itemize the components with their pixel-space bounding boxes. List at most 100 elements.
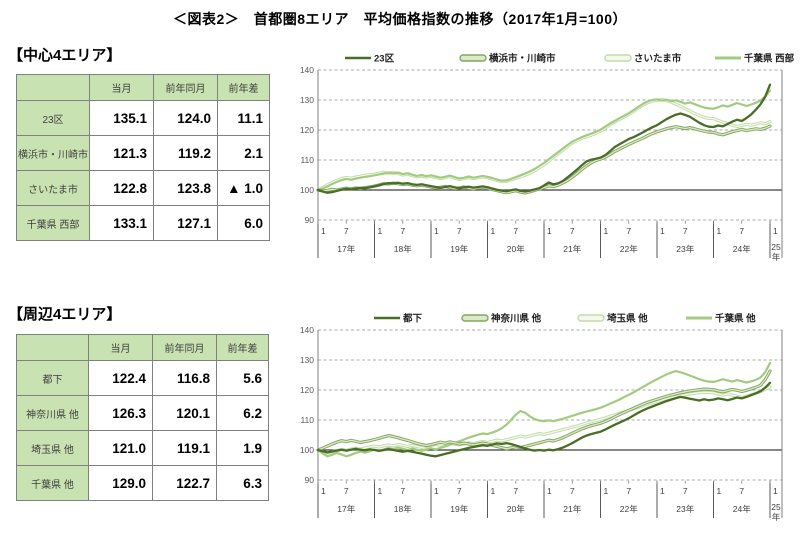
month-label: 7 xyxy=(457,226,462,236)
value-cell-diff: 11.1 xyxy=(217,100,270,136)
column-header: 当月 xyxy=(88,334,153,361)
y-axis-label: 140 xyxy=(300,325,314,335)
month-label: 7 xyxy=(344,486,349,496)
month-label: 7 xyxy=(400,486,405,496)
series-line-core-神奈川県 他 xyxy=(317,370,771,451)
year-label: 19年 xyxy=(450,504,468,514)
value-cell-diff: 6.2 xyxy=(216,395,269,431)
value-cell-current: 133.1 xyxy=(89,205,154,241)
table-row: さいたま市 122.8 123.8 ▲ 1.0 xyxy=(16,170,270,206)
final-year-label: 25 xyxy=(771,502,781,512)
value-cell-prev_year: 124.0 xyxy=(153,100,218,136)
value-cell-diff: 2.1 xyxy=(217,135,270,171)
y-axis-label: 130 xyxy=(300,95,314,105)
final-year-label: 年 xyxy=(772,512,781,522)
final-year-label: 25 xyxy=(771,242,781,252)
series-line-core-さいたま市 xyxy=(317,98,771,191)
month-label: 7 xyxy=(739,226,744,236)
value-cell-diff: 5.6 xyxy=(216,360,269,396)
value-cell-diff: ▲ 1.0 xyxy=(217,170,270,206)
y-axis-label: 100 xyxy=(300,445,314,455)
column-header: 前年差 xyxy=(216,334,269,361)
row-label: 23区 xyxy=(16,100,90,136)
month-label: 1 xyxy=(547,226,552,236)
month-label: 1 xyxy=(321,226,326,236)
legend-label: 23区 xyxy=(374,54,395,65)
year-label: 18年 xyxy=(394,244,412,254)
table-row: 横浜市・川崎市 121.3 119.2 2.1 xyxy=(16,135,270,171)
year-label: 22年 xyxy=(620,244,638,254)
month-label: 1 xyxy=(773,486,778,496)
legend-label: 千葉県 西部 xyxy=(744,53,795,65)
series-line-core-埼玉県 他 xyxy=(317,386,771,454)
y-axis-label: 110 xyxy=(300,155,314,165)
month-label: 7 xyxy=(513,226,518,236)
month-label: 7 xyxy=(344,226,349,236)
month-label: 1 xyxy=(378,486,383,496)
row-label: 横浜市・川崎市 xyxy=(16,135,90,171)
column-header: 前年同月 xyxy=(152,334,217,361)
central-area-table: 当月 前年同月 前年差 23区 135.1 124.0 11.1 横浜市・川崎市 121.3 1… xyxy=(16,74,270,241)
year-label: 21年 xyxy=(563,504,581,514)
value-cell-prev_year: 119.1 xyxy=(152,430,217,466)
year-label: 20年 xyxy=(507,244,525,254)
value-cell-diff: 6.0 xyxy=(217,205,270,241)
table-header-row: 当月 前年同月 前年差 xyxy=(16,334,269,361)
value-cell-prev_year: 127.1 xyxy=(153,205,218,241)
y-axis-label: 120 xyxy=(300,385,314,395)
y-axis-label: 90 xyxy=(305,475,315,485)
value-cell-diff: 6.3 xyxy=(216,465,269,501)
month-label: 1 xyxy=(660,226,665,236)
year-label: 21年 xyxy=(563,244,581,254)
year-label: 17年 xyxy=(337,504,355,514)
peripheral-area-table: 当月 前年同月 前年差 都下 122.4 116.8 5.6 神奈川県 他 126.3 120.… xyxy=(16,334,269,501)
year-label: 17年 xyxy=(337,244,355,254)
year-label: 24年 xyxy=(733,504,751,514)
table-row: 千葉県 西部 133.1 127.1 6.0 xyxy=(16,205,270,241)
value-cell-prev_year: 122.7 xyxy=(152,465,217,501)
month-label: 7 xyxy=(683,226,688,236)
month-label: 1 xyxy=(547,486,552,496)
value-cell-current: 121.3 xyxy=(89,135,154,171)
legend-label: 埼玉県 他 xyxy=(607,313,648,325)
month-label: 1 xyxy=(491,486,496,496)
legend-label: 都下 xyxy=(402,313,423,325)
value-cell-current: 122.4 xyxy=(88,360,153,396)
month-label: 1 xyxy=(660,486,665,496)
value-cell-current: 122.8 xyxy=(89,170,154,206)
figure-title: ＜図表2＞ 首都圏8エリア 平均価格指数の推移（2017年1月=100） xyxy=(172,11,628,27)
legend-swatch xyxy=(604,54,632,62)
month-label: 7 xyxy=(400,226,405,236)
table-row: 都下 122.4 116.8 5.6 xyxy=(16,360,269,396)
month-label: 1 xyxy=(717,226,722,236)
value-cell-prev_year: 120.1 xyxy=(152,395,217,431)
month-label: 1 xyxy=(378,226,383,236)
month-label: 1 xyxy=(773,226,778,236)
series-line-神奈川県 他 xyxy=(316,369,772,452)
year-label: 23年 xyxy=(676,504,694,514)
month-label: 1 xyxy=(434,226,439,236)
corner-cell xyxy=(16,74,90,101)
column-header: 当月 xyxy=(89,74,154,101)
month-label: 7 xyxy=(513,486,518,496)
legend-label: さいたま市 xyxy=(634,53,682,65)
column-header: 前年差 xyxy=(217,74,270,101)
month-label: 1 xyxy=(717,486,722,496)
month-label: 1 xyxy=(491,226,496,236)
value-cell-current: 126.3 xyxy=(88,395,153,431)
series-line-23区 xyxy=(316,83,772,194)
month-label: 1 xyxy=(321,486,326,496)
year-label: 22年 xyxy=(620,504,638,514)
series-line-千葉県 西部 xyxy=(316,89,772,192)
value-cell-current: 121.0 xyxy=(88,430,153,466)
table-header-row: 当月 前年同月 前年差 xyxy=(16,74,270,101)
legend-swatch xyxy=(461,314,489,322)
y-axis-label: 130 xyxy=(300,355,314,365)
table-row: 神奈川県 他 126.3 120.1 6.2 xyxy=(16,395,269,431)
y-axis-label: 120 xyxy=(300,125,314,135)
column-header: 前年同月 xyxy=(153,74,218,101)
table-row: 23区 135.1 124.0 11.1 xyxy=(16,100,270,136)
value-cell-current: 135.1 xyxy=(89,100,154,136)
